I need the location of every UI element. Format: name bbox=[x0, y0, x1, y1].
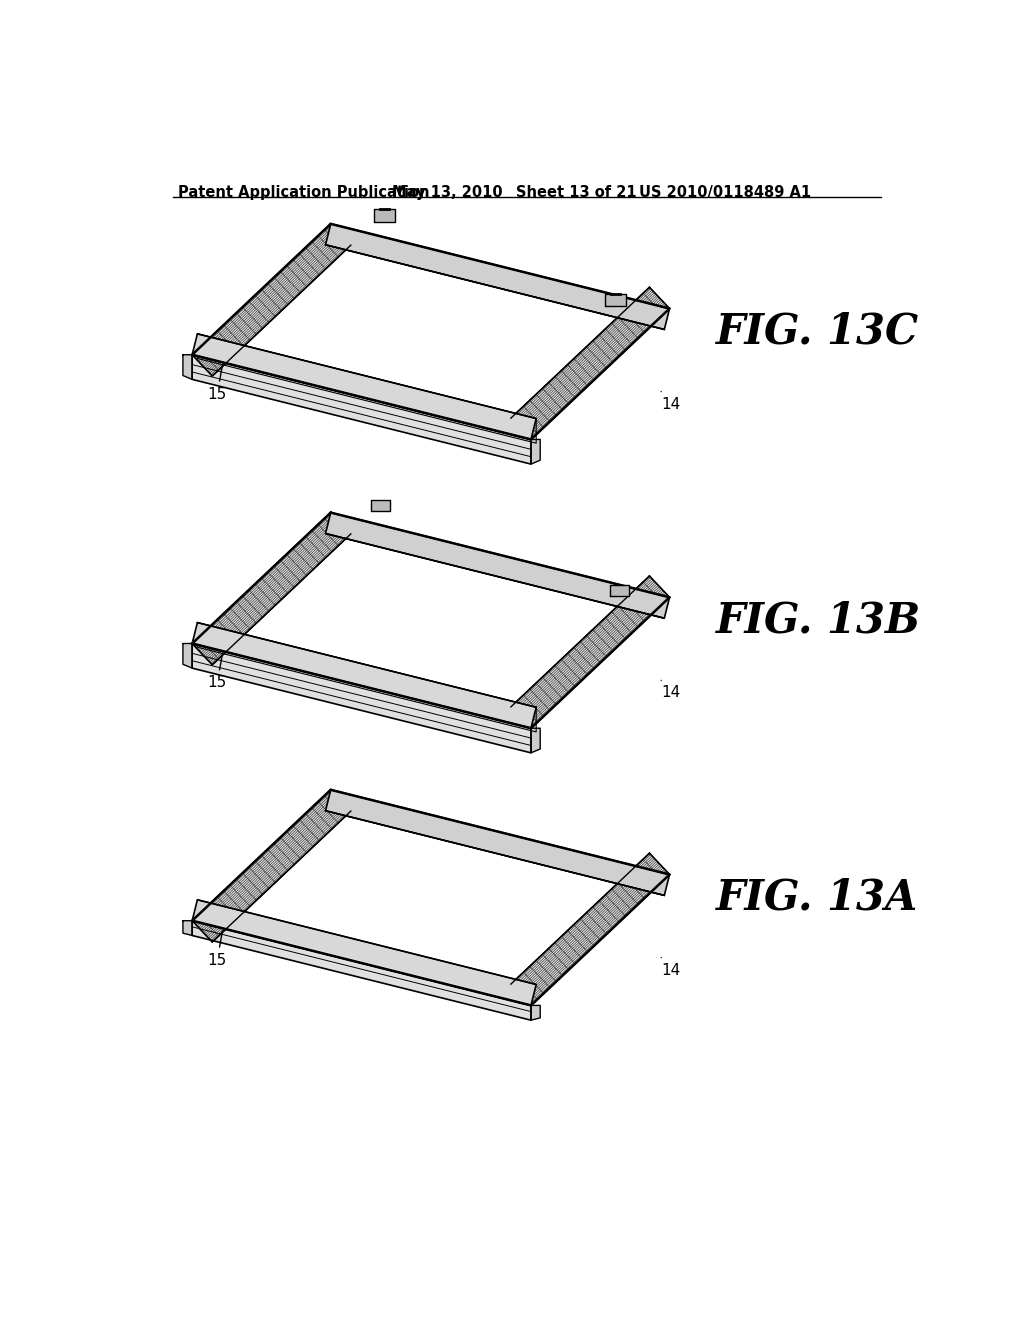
Polygon shape bbox=[193, 789, 670, 1006]
Polygon shape bbox=[193, 512, 670, 729]
Polygon shape bbox=[193, 334, 537, 440]
Polygon shape bbox=[326, 512, 670, 618]
Text: FIG. 13A: FIG. 13A bbox=[716, 876, 918, 919]
Polygon shape bbox=[531, 440, 541, 465]
Polygon shape bbox=[183, 355, 193, 379]
Text: US 2010/0118489 A1: US 2010/0118489 A1 bbox=[639, 185, 811, 201]
Polygon shape bbox=[193, 644, 531, 752]
Polygon shape bbox=[193, 224, 351, 376]
Text: 15: 15 bbox=[208, 653, 226, 690]
Polygon shape bbox=[326, 224, 670, 330]
Polygon shape bbox=[193, 355, 531, 465]
Text: FIG. 13B: FIG. 13B bbox=[716, 599, 921, 642]
Polygon shape bbox=[511, 853, 670, 1006]
Polygon shape bbox=[193, 789, 351, 942]
Text: Sheet 13 of 21: Sheet 13 of 21 bbox=[515, 185, 636, 201]
Polygon shape bbox=[183, 644, 193, 668]
Polygon shape bbox=[531, 729, 541, 752]
Polygon shape bbox=[511, 576, 670, 729]
Polygon shape bbox=[610, 585, 629, 595]
Text: 15: 15 bbox=[208, 931, 226, 968]
Text: 15: 15 bbox=[208, 364, 226, 401]
Text: 14: 14 bbox=[662, 392, 680, 412]
Polygon shape bbox=[326, 789, 670, 895]
Polygon shape bbox=[193, 512, 351, 665]
Polygon shape bbox=[193, 224, 670, 440]
Text: Patent Application Publication: Patent Application Publication bbox=[178, 185, 430, 201]
Text: FIG. 13C: FIG. 13C bbox=[716, 310, 919, 352]
Text: 14: 14 bbox=[662, 680, 680, 701]
Polygon shape bbox=[183, 921, 193, 936]
Polygon shape bbox=[193, 921, 531, 1020]
Polygon shape bbox=[193, 623, 537, 729]
Polygon shape bbox=[193, 900, 537, 1006]
Polygon shape bbox=[511, 288, 670, 440]
Polygon shape bbox=[605, 294, 627, 306]
Text: May 13, 2010: May 13, 2010 bbox=[392, 185, 503, 201]
Text: 14: 14 bbox=[662, 957, 680, 978]
Polygon shape bbox=[374, 209, 395, 222]
Polygon shape bbox=[531, 1006, 541, 1020]
Polygon shape bbox=[371, 500, 390, 511]
